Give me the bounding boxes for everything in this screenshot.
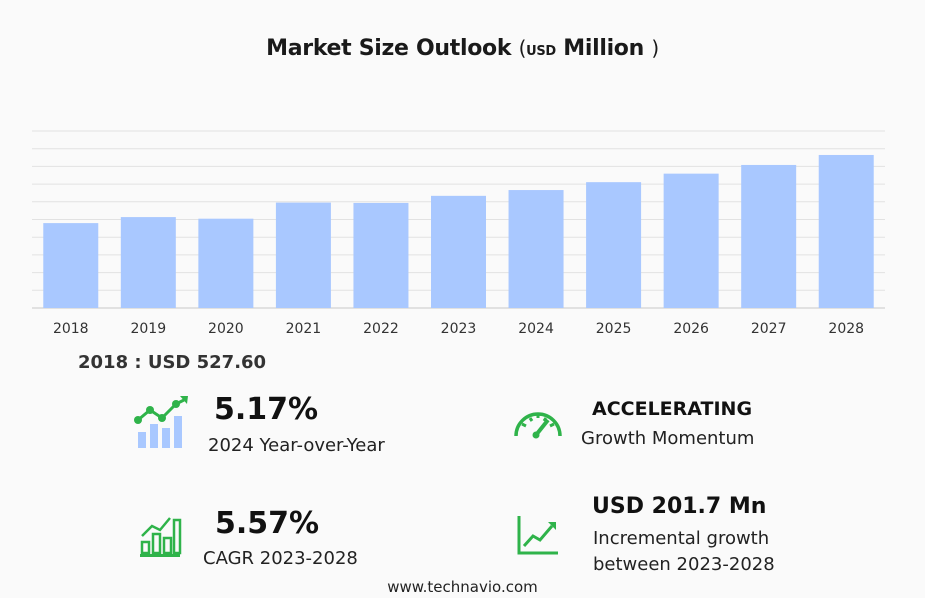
- bar-2023: [431, 195, 486, 308]
- bar-2022: [353, 202, 409, 308]
- bar-2028: [818, 154, 874, 308]
- speedometer-icon: [514, 412, 562, 439]
- bar-chart: 2018 2019 2020 2021 2022 2023 2024 2025 2026 2027…: [32, 130, 885, 337]
- x-tick-label-2027: 2027: [751, 321, 787, 337]
- bar-2025: [586, 182, 642, 308]
- incremental-value: USD 201.7 Mn: [592, 494, 767, 519]
- bar-2027: [741, 164, 797, 308]
- x-tick-label-2022: 2022: [363, 321, 399, 337]
- x-tick-label-2024: 2024: [518, 321, 554, 337]
- momentum-value: ACCELERATING: [592, 398, 753, 420]
- bar-2020: [198, 218, 254, 308]
- bar-2021: [275, 202, 331, 308]
- x-tick-label-2028: 2028: [828, 321, 864, 337]
- cagr-label: CAGR 2023-2028: [203, 548, 358, 569]
- chart-title: Market Size Outlook (USD Million ): [0, 36, 925, 61]
- bar-chart-icon: [140, 517, 182, 557]
- bar-2024: [508, 190, 564, 308]
- yoy-label: 2024 Year-over-Year: [208, 435, 385, 456]
- incremental-label-line2: between 2023-2028: [593, 554, 775, 575]
- incremental-label-line1: Incremental growth: [593, 528, 770, 549]
- momentum-label: Growth Momentum: [581, 428, 755, 449]
- title-unit: Million: [563, 36, 644, 61]
- cagr-value: 5.57%: [215, 506, 320, 541]
- x-tick-label-2026: 2026: [673, 321, 709, 337]
- growth-bars-icon: [134, 396, 188, 448]
- x-tick-label-2023: 2023: [441, 321, 477, 337]
- bar-2018: [43, 223, 99, 308]
- x-tick-label-2025: 2025: [596, 321, 632, 337]
- x-tick-label-2018: 2018: [53, 321, 89, 337]
- bar-2026: [663, 173, 719, 308]
- title-paren-close: ): [651, 36, 659, 60]
- x-tick-label-2020: 2020: [208, 321, 244, 337]
- title-main: Market Size Outlook: [266, 36, 512, 61]
- chart-x-labels: 2018 2019 2020 2021 2022 2023 2024 2025 2026 2027…: [53, 321, 864, 337]
- x-tick-label-2019: 2019: [130, 321, 166, 337]
- source-footer: www.technavio.com: [387, 578, 538, 596]
- yoy-value: 5.17%: [214, 392, 319, 427]
- title-paren-open: (: [518, 36, 527, 60]
- x-tick-label-2021: 2021: [286, 321, 322, 337]
- title-unit-small: USD: [526, 44, 556, 59]
- base-year-value: 2018 : USD 527.60: [78, 352, 267, 373]
- chart-bars: [43, 154, 874, 308]
- trend-line-icon: [517, 516, 558, 555]
- bar-2019: [120, 217, 176, 308]
